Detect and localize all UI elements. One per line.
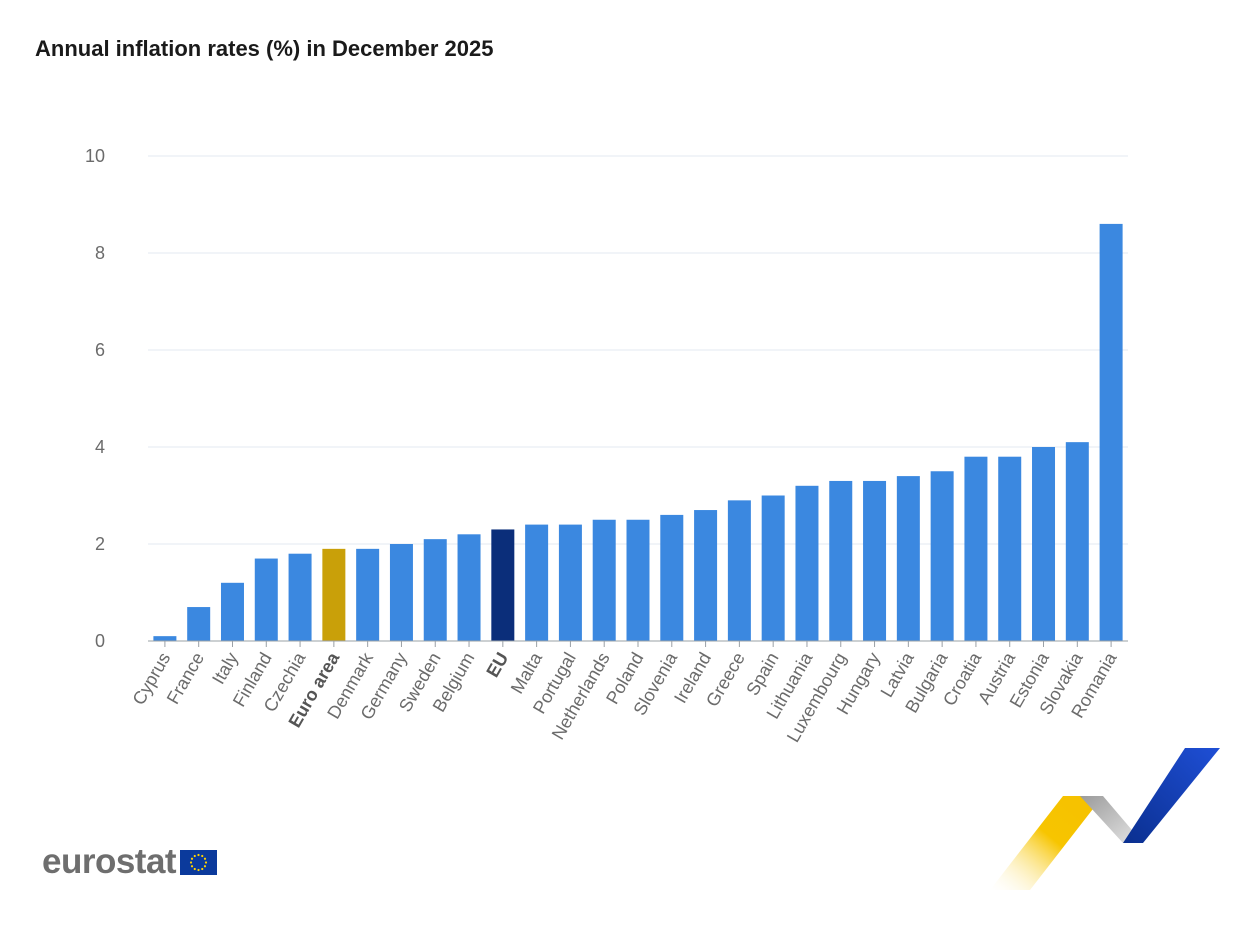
- bar-belgium: [457, 534, 481, 641]
- bar-netherlands: [592, 519, 616, 641]
- bar-sweden: [423, 539, 447, 641]
- y-tick-label: 2: [95, 534, 105, 554]
- bar-france: [187, 607, 211, 641]
- bar-hungary: [863, 480, 887, 641]
- bar-cyprus: [153, 636, 177, 641]
- bar-euro-area: [322, 548, 346, 641]
- bar-finland: [254, 558, 278, 641]
- eurostat-ribbon-icon: [990, 748, 1220, 890]
- bar-eu: [491, 529, 515, 641]
- bar-spain: [761, 495, 785, 641]
- bar-slovenia: [660, 514, 684, 641]
- bar-austria: [998, 456, 1022, 641]
- bar-italy: [220, 582, 244, 641]
- bar-germany: [389, 544, 413, 641]
- bar-latvia: [896, 476, 920, 641]
- bar-bulgaria: [930, 471, 954, 641]
- bar-estonia: [1032, 447, 1056, 641]
- bar-ireland: [694, 510, 718, 641]
- bar-greece: [727, 500, 751, 641]
- bar-denmark: [356, 548, 380, 641]
- y-tick-label: 4: [95, 437, 105, 457]
- bar-lithuania: [795, 485, 819, 641]
- bar-poland: [626, 519, 650, 641]
- bar-slovakia: [1065, 442, 1089, 641]
- logo-text: eurostat: [42, 842, 177, 881]
- bar-romania: [1099, 223, 1123, 641]
- eurostat-logo: eurostat: [42, 842, 218, 882]
- y-tick-label: 10: [85, 146, 105, 166]
- y-tick-label: 8: [95, 243, 105, 263]
- bar-czechia: [288, 553, 312, 641]
- bar-malta: [525, 524, 549, 641]
- y-tick-label: 6: [95, 340, 105, 360]
- eu-flag-icon: [180, 849, 218, 875]
- bar-luxembourg: [829, 480, 853, 641]
- chart-title: Annual inflation rates (%) in December 2…: [35, 36, 494, 61]
- y-tick-label: 0: [95, 631, 105, 651]
- x-tick-label: EU: [482, 649, 512, 681]
- bar-portugal: [558, 524, 582, 641]
- bar-croatia: [964, 456, 988, 641]
- bars: [153, 223, 1123, 641]
- y-axis-ticks: 0 2 4 6 8 10: [85, 146, 105, 651]
- x-tick-label: Italy: [208, 649, 242, 688]
